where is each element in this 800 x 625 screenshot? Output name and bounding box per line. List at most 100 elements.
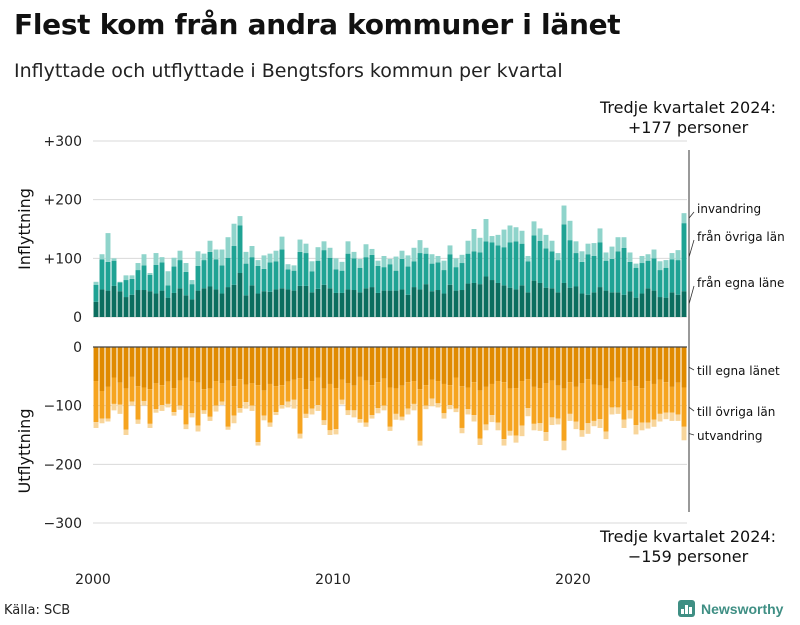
bar-inflow-segment <box>327 257 333 289</box>
bar-inflow-segment <box>123 275 129 281</box>
bar-inflow-segment <box>405 255 411 267</box>
bar-inflow-segment <box>555 292 561 317</box>
x-tick-label: 2020 <box>555 572 591 588</box>
bar-outflow-segment <box>405 382 411 409</box>
bar-outflow-segment <box>501 382 507 440</box>
brand-logo[interactable]: Newsworthy <box>678 600 783 617</box>
bar-inflow-segment <box>141 265 147 291</box>
bar-outflow-segment <box>405 347 411 383</box>
bar-outflow-segment <box>597 419 603 428</box>
bar-inflow-segment <box>381 267 387 291</box>
bar-inflow-segment <box>561 282 567 317</box>
bar-outflow-segment <box>447 385 453 406</box>
bar-inflow-segment <box>363 257 369 289</box>
bar-outflow-segment <box>561 347 567 389</box>
bar-outflow-segment <box>351 347 357 386</box>
bar-inflow-segment <box>333 292 339 317</box>
bar-inflow-segment <box>225 287 231 317</box>
annotation-latest-inflow-heading: Tredje kvartalet 2024: <box>600 98 776 117</box>
bar-inflow-segment <box>621 247 627 295</box>
bar-outflow-segment <box>93 422 99 428</box>
bar-inflow-segment <box>267 291 273 317</box>
bar-inflow-segment <box>255 265 261 294</box>
y-tick-label-bottom: −200 <box>44 457 82 473</box>
bar-outflow-segment <box>543 347 549 384</box>
bar-outflow-segment <box>141 400 147 406</box>
bar-outflow-segment <box>411 347 417 382</box>
bar-outflow-segment <box>255 347 261 386</box>
bar-outflow-segment <box>561 440 567 451</box>
bar-inflow-segment <box>507 287 513 317</box>
bar-outflow-segment <box>465 409 471 415</box>
bar-outflow-segment <box>447 347 453 386</box>
bar-inflow-segment <box>675 250 681 261</box>
bar-outflow-segment <box>321 388 327 421</box>
bar-inflow-segment <box>525 255 531 262</box>
bar-inflow-segment <box>423 247 429 254</box>
bar-inflow-segment <box>495 282 501 317</box>
bar-outflow-segment <box>147 389 153 424</box>
bar-outflow-segment <box>321 347 327 389</box>
bar-outflow-segment <box>489 383 495 416</box>
bar-outflow-segment <box>627 347 633 381</box>
bar-inflow-segment <box>681 291 687 317</box>
bar-outflow-segment <box>441 383 447 414</box>
series-label-leader <box>688 366 695 371</box>
bar-inflow-segment <box>537 240 543 283</box>
bar-inflow-segment <box>621 294 627 317</box>
bar-outflow-segment <box>375 347 381 383</box>
bar-outflow-segment <box>573 421 579 430</box>
bar-outflow-segment <box>495 347 501 382</box>
bar-inflow-segment <box>639 255 645 264</box>
bar-outflow-segment <box>627 410 633 419</box>
bar-outflow-segment <box>159 405 165 411</box>
bar-outflow-segment <box>381 378 387 406</box>
bar-outflow-segment <box>453 377 459 409</box>
bar-inflow-segment <box>501 229 507 248</box>
bar-outflow-segment <box>591 347 597 385</box>
bar-outflow-segment <box>177 347 183 381</box>
bar-outflow-segment <box>99 391 105 419</box>
bar-inflow-segment <box>405 266 411 295</box>
bar-outflow-segment <box>183 347 189 378</box>
bar-outflow-segment <box>201 410 207 414</box>
bar-inflow-segment <box>381 290 387 317</box>
bar-inflow-segment <box>231 284 237 317</box>
bar-inflow-segment <box>171 266 177 293</box>
bar-inflow-segment <box>117 281 123 283</box>
bar-inflow-segment <box>183 295 189 317</box>
bar-inflow-segment <box>513 241 519 290</box>
bar-inflow-segment <box>231 246 237 285</box>
bar-outflow-segment <box>153 347 159 384</box>
bar-inflow-segment <box>585 254 591 295</box>
bar-outflow-segment <box>237 408 243 413</box>
bar-inflow-segment <box>471 251 477 283</box>
bar-inflow-segment <box>555 253 561 261</box>
bar-inflow-segment <box>207 251 213 287</box>
bar-inflow-segment <box>243 251 249 264</box>
bar-outflow-segment <box>513 388 519 436</box>
bar-inflow-segment <box>543 248 549 288</box>
bar-inflow-segment <box>627 291 633 317</box>
bar-inflow-segment <box>681 223 687 292</box>
bar-inflow-segment <box>459 254 465 264</box>
bar-inflow-segment <box>369 287 375 317</box>
bar-inflow-segment <box>195 251 201 266</box>
bar-inflow-segment <box>591 292 597 317</box>
bar-outflow-segment <box>267 422 273 427</box>
bar-outflow-segment <box>435 381 441 404</box>
bar-outflow-segment <box>453 408 459 413</box>
x-tick-label: 2010 <box>315 572 351 588</box>
bar-outflow-segment <box>225 380 231 427</box>
annotation-latest-outflow: Tredje kvartalet 2024: −159 personer <box>560 527 800 567</box>
bar-inflow-segment <box>177 260 183 289</box>
bar-inflow-segment <box>375 260 381 266</box>
bar-inflow-segment <box>111 260 117 286</box>
bar-outflow-segment <box>447 405 453 410</box>
bar-inflow-segment <box>447 254 453 285</box>
chart-title: Flest kom från andra kommuner i länet <box>14 8 621 41</box>
bar-outflow-segment <box>327 383 333 431</box>
bar-inflow-segment <box>189 284 195 300</box>
series-label-outflow: till egna länet <box>697 364 780 378</box>
bar-outflow-segment <box>99 347 105 391</box>
